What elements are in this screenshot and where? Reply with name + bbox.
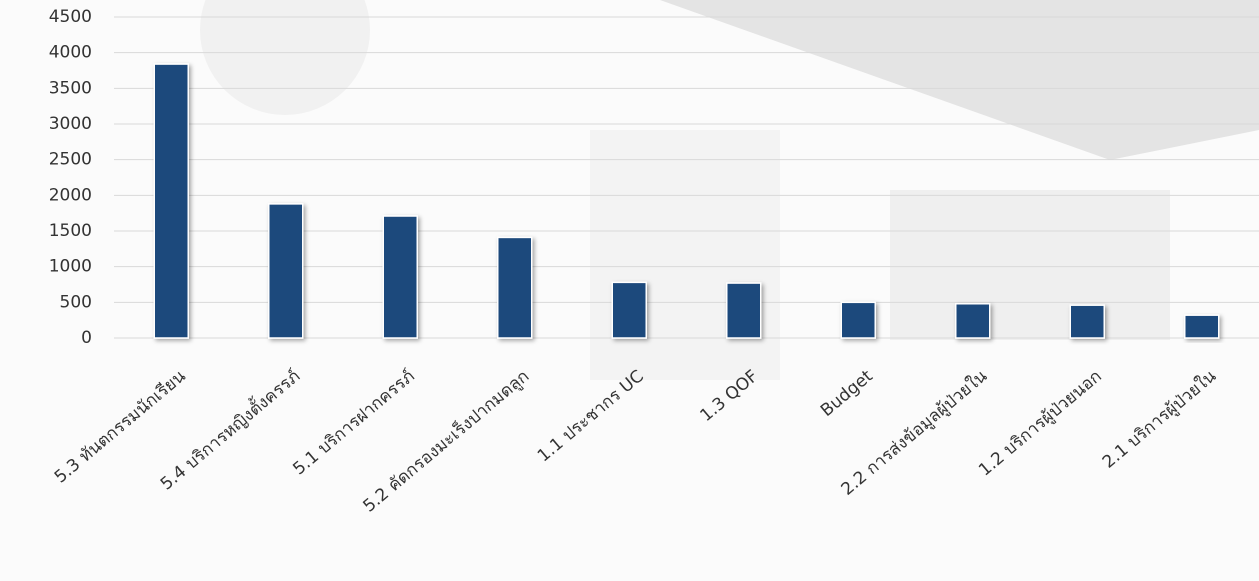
bar (840, 301, 876, 339)
y-tick-label: 4000 (49, 43, 92, 63)
y-tick-label: 500 (60, 292, 92, 312)
bar (268, 203, 304, 339)
bar (726, 282, 762, 339)
y-tick-label: 1000 (49, 257, 92, 277)
y-tick-label: 3500 (49, 78, 92, 98)
bar (611, 281, 647, 339)
y-tick-label: 3000 (49, 114, 92, 134)
decor-shape (890, 190, 1170, 340)
y-tick-label: 4500 (49, 7, 92, 27)
bar (1069, 304, 1105, 339)
y-tick-label: 2000 (49, 185, 92, 205)
bar (153, 63, 189, 339)
bar (955, 303, 991, 339)
y-tick-label: 1500 (49, 221, 92, 241)
bar (497, 236, 533, 339)
y-tick-label: 0 (81, 328, 92, 348)
decor-shape (200, 0, 370, 115)
bar (1184, 314, 1220, 339)
decor-shape (660, 0, 1259, 160)
decor-shape (590, 130, 780, 380)
y-tick-label: 2500 (49, 150, 92, 170)
bar (382, 215, 418, 339)
